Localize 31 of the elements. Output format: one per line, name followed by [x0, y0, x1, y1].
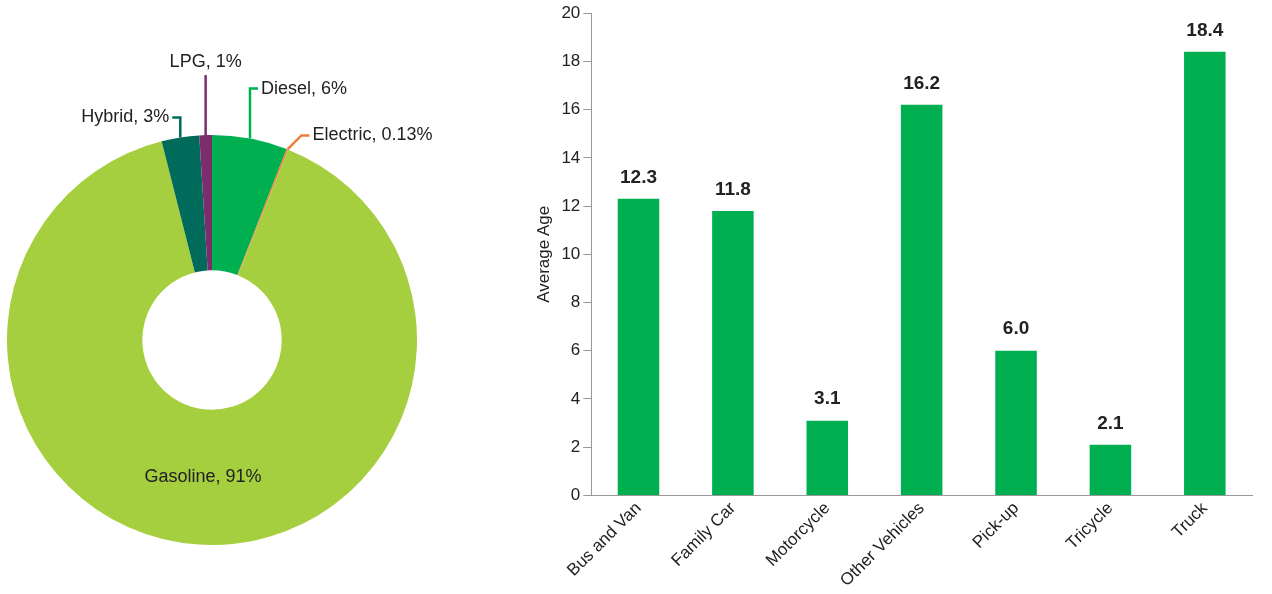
- slice-label: Hybrid, 3%: [81, 106, 170, 127]
- bar: [617, 198, 660, 495]
- data-label: 6.0: [1002, 317, 1030, 339]
- bar: [712, 210, 754, 495]
- y-tick-label: 20: [561, 2, 581, 22]
- slice-label: Electric, 0.13%: [312, 124, 433, 145]
- y-tick-label: 18: [561, 51, 581, 71]
- data-label: 2.1: [1097, 411, 1125, 433]
- y-tick-label: 16: [561, 99, 581, 119]
- data-label: 18.4: [1186, 18, 1224, 40]
- bar: [1184, 51, 1226, 495]
- bar: [1089, 444, 1132, 495]
- y-tick-label: 0: [570, 485, 581, 505]
- data-label: 11.8: [714, 177, 751, 199]
- y-tick-label: 4: [570, 388, 581, 408]
- y-tick-label: 6: [570, 340, 581, 360]
- y-tick-label: 12: [561, 195, 581, 215]
- y-tick-label: 2: [570, 436, 581, 456]
- slice-label: Gasoline, 91%: [144, 466, 262, 487]
- data-label: 16.2: [903, 71, 941, 93]
- bar: [806, 420, 849, 495]
- data-label: 3.1: [814, 387, 841, 409]
- y-axis-title: Average Age: [533, 205, 553, 303]
- data-label: 12.3: [620, 165, 657, 187]
- bar: [995, 350, 1037, 495]
- slice-label: LPG, 1%: [169, 51, 242, 72]
- y-tick-label: 10: [561, 243, 581, 263]
- bar: [900, 104, 943, 495]
- slice-label: Diesel, 6%: [260, 77, 348, 98]
- y-tick-label: 14: [561, 147, 581, 167]
- y-tick-label: 8: [570, 292, 581, 312]
